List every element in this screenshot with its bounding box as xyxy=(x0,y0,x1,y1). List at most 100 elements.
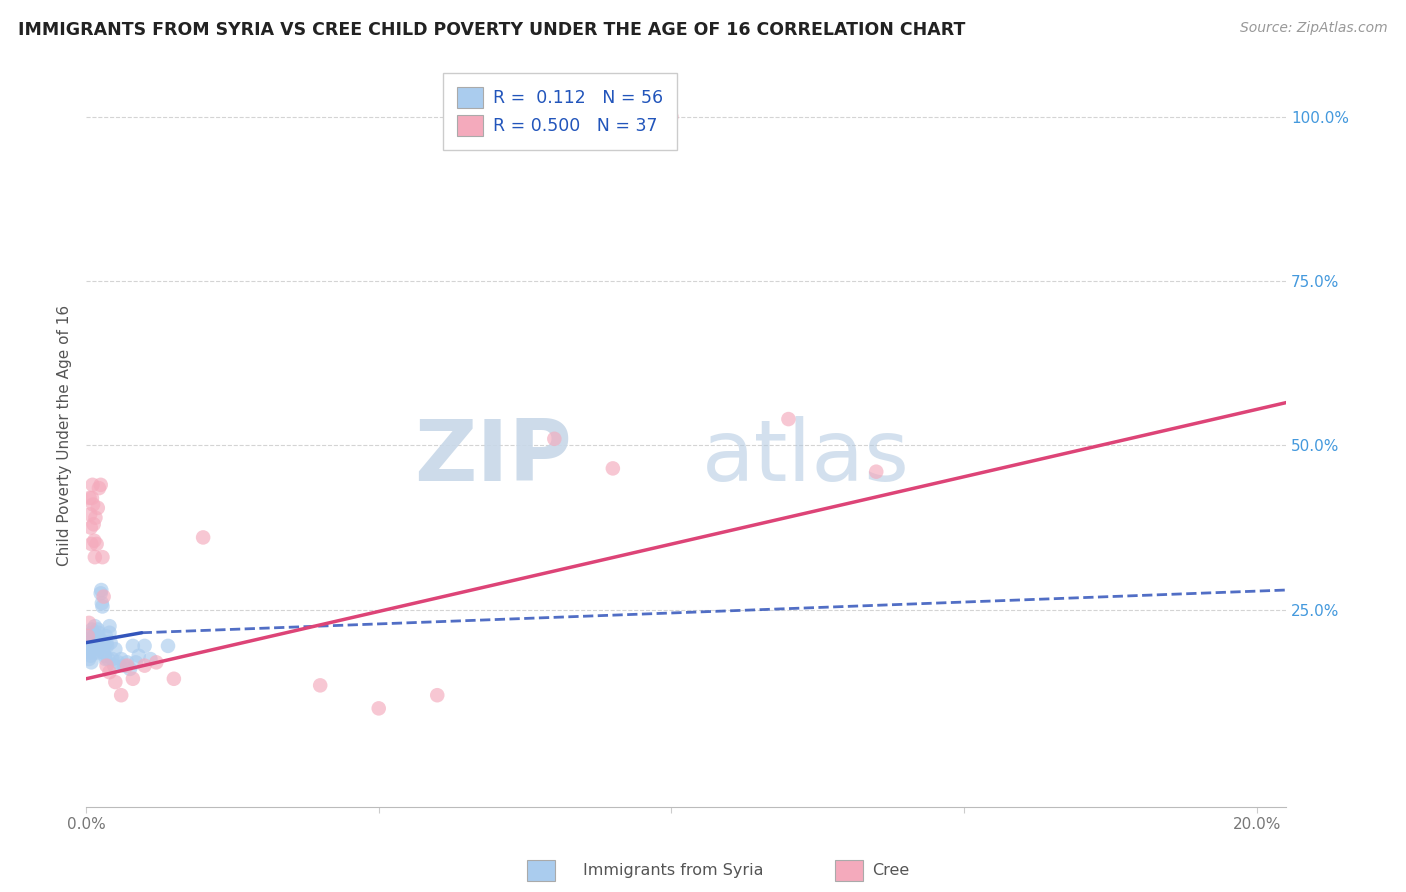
Point xyxy=(125,656,148,670)
Point xyxy=(83,533,105,548)
Point xyxy=(94,652,117,666)
Point xyxy=(94,629,117,643)
Point xyxy=(87,625,110,640)
Point xyxy=(87,635,110,649)
Point xyxy=(122,672,145,686)
Point xyxy=(778,412,800,426)
Point xyxy=(93,635,115,649)
Point xyxy=(191,530,214,544)
Text: atlas: atlas xyxy=(702,417,910,500)
Text: Cree: Cree xyxy=(872,863,908,878)
Point xyxy=(163,672,186,686)
Point xyxy=(98,619,121,633)
Point xyxy=(80,520,103,534)
Point xyxy=(94,648,117,663)
Point xyxy=(79,645,101,659)
Point xyxy=(96,658,118,673)
Point xyxy=(89,632,111,647)
Point xyxy=(115,658,138,673)
Point xyxy=(90,478,112,492)
Point xyxy=(139,652,162,666)
Point xyxy=(76,629,98,643)
Point xyxy=(77,632,100,647)
Point xyxy=(83,517,105,532)
Point xyxy=(104,642,127,657)
Text: Immigrants from Syria: Immigrants from Syria xyxy=(583,863,763,878)
Point xyxy=(93,590,115,604)
Point xyxy=(80,537,103,551)
Point xyxy=(80,623,103,637)
Point xyxy=(76,639,98,653)
Point xyxy=(115,656,138,670)
Point xyxy=(90,582,112,597)
Point xyxy=(77,615,100,630)
Point xyxy=(98,625,121,640)
Point xyxy=(82,498,104,512)
Point xyxy=(76,635,98,649)
Point xyxy=(100,635,122,649)
Point xyxy=(79,491,101,505)
Point xyxy=(107,656,129,670)
Point xyxy=(83,619,105,633)
Point xyxy=(93,639,115,653)
Point xyxy=(83,635,105,649)
Legend: R =  0.112   N = 56, R = 0.500   N = 37: R = 0.112 N = 56, R = 0.500 N = 37 xyxy=(443,73,678,150)
Point xyxy=(89,639,111,653)
Point xyxy=(90,586,112,600)
Point xyxy=(84,632,107,647)
Point xyxy=(79,642,101,657)
Point xyxy=(86,645,108,659)
Point xyxy=(83,629,105,643)
Point xyxy=(87,481,110,495)
Point xyxy=(156,639,179,653)
Point xyxy=(84,510,107,524)
Point xyxy=(661,110,683,124)
Point xyxy=(86,639,108,653)
Point xyxy=(98,665,121,680)
Point xyxy=(101,652,124,666)
Point xyxy=(87,623,110,637)
Point xyxy=(103,658,125,673)
Point xyxy=(84,642,107,657)
Point xyxy=(80,648,103,663)
Point xyxy=(82,639,104,653)
Point xyxy=(543,432,565,446)
Point xyxy=(134,658,156,673)
Point xyxy=(80,625,103,640)
Point xyxy=(134,639,156,653)
Point xyxy=(96,639,118,653)
Text: Source: ZipAtlas.com: Source: ZipAtlas.com xyxy=(1240,21,1388,36)
Point xyxy=(110,652,132,666)
Point xyxy=(112,658,135,673)
Point xyxy=(87,629,110,643)
Point xyxy=(104,675,127,690)
Point xyxy=(93,645,115,659)
Point xyxy=(145,656,167,670)
Point xyxy=(80,656,103,670)
Point xyxy=(91,550,114,565)
Point xyxy=(309,678,332,692)
Point xyxy=(367,701,389,715)
Point xyxy=(80,635,103,649)
Text: IMMIGRANTS FROM SYRIA VS CREE CHILD POVERTY UNDER THE AGE OF 16 CORRELATION CHAR: IMMIGRANTS FROM SYRIA VS CREE CHILD POVE… xyxy=(18,21,966,39)
Point xyxy=(87,500,110,515)
Point xyxy=(426,688,449,702)
Point xyxy=(86,537,108,551)
Point xyxy=(110,688,132,702)
Point xyxy=(80,491,103,505)
Point xyxy=(128,648,150,663)
Point xyxy=(97,652,120,666)
Point xyxy=(77,652,100,666)
Point xyxy=(83,645,105,659)
Point xyxy=(118,662,141,676)
Text: ZIP: ZIP xyxy=(415,417,572,500)
Point xyxy=(83,550,105,565)
Point xyxy=(96,635,118,649)
Point xyxy=(122,639,145,653)
Y-axis label: Child Poverty Under the Age of 16: Child Poverty Under the Age of 16 xyxy=(58,305,72,566)
Point xyxy=(82,478,104,492)
Point xyxy=(91,599,114,614)
Point xyxy=(602,461,624,475)
Point xyxy=(79,508,101,522)
Point xyxy=(90,596,112,610)
